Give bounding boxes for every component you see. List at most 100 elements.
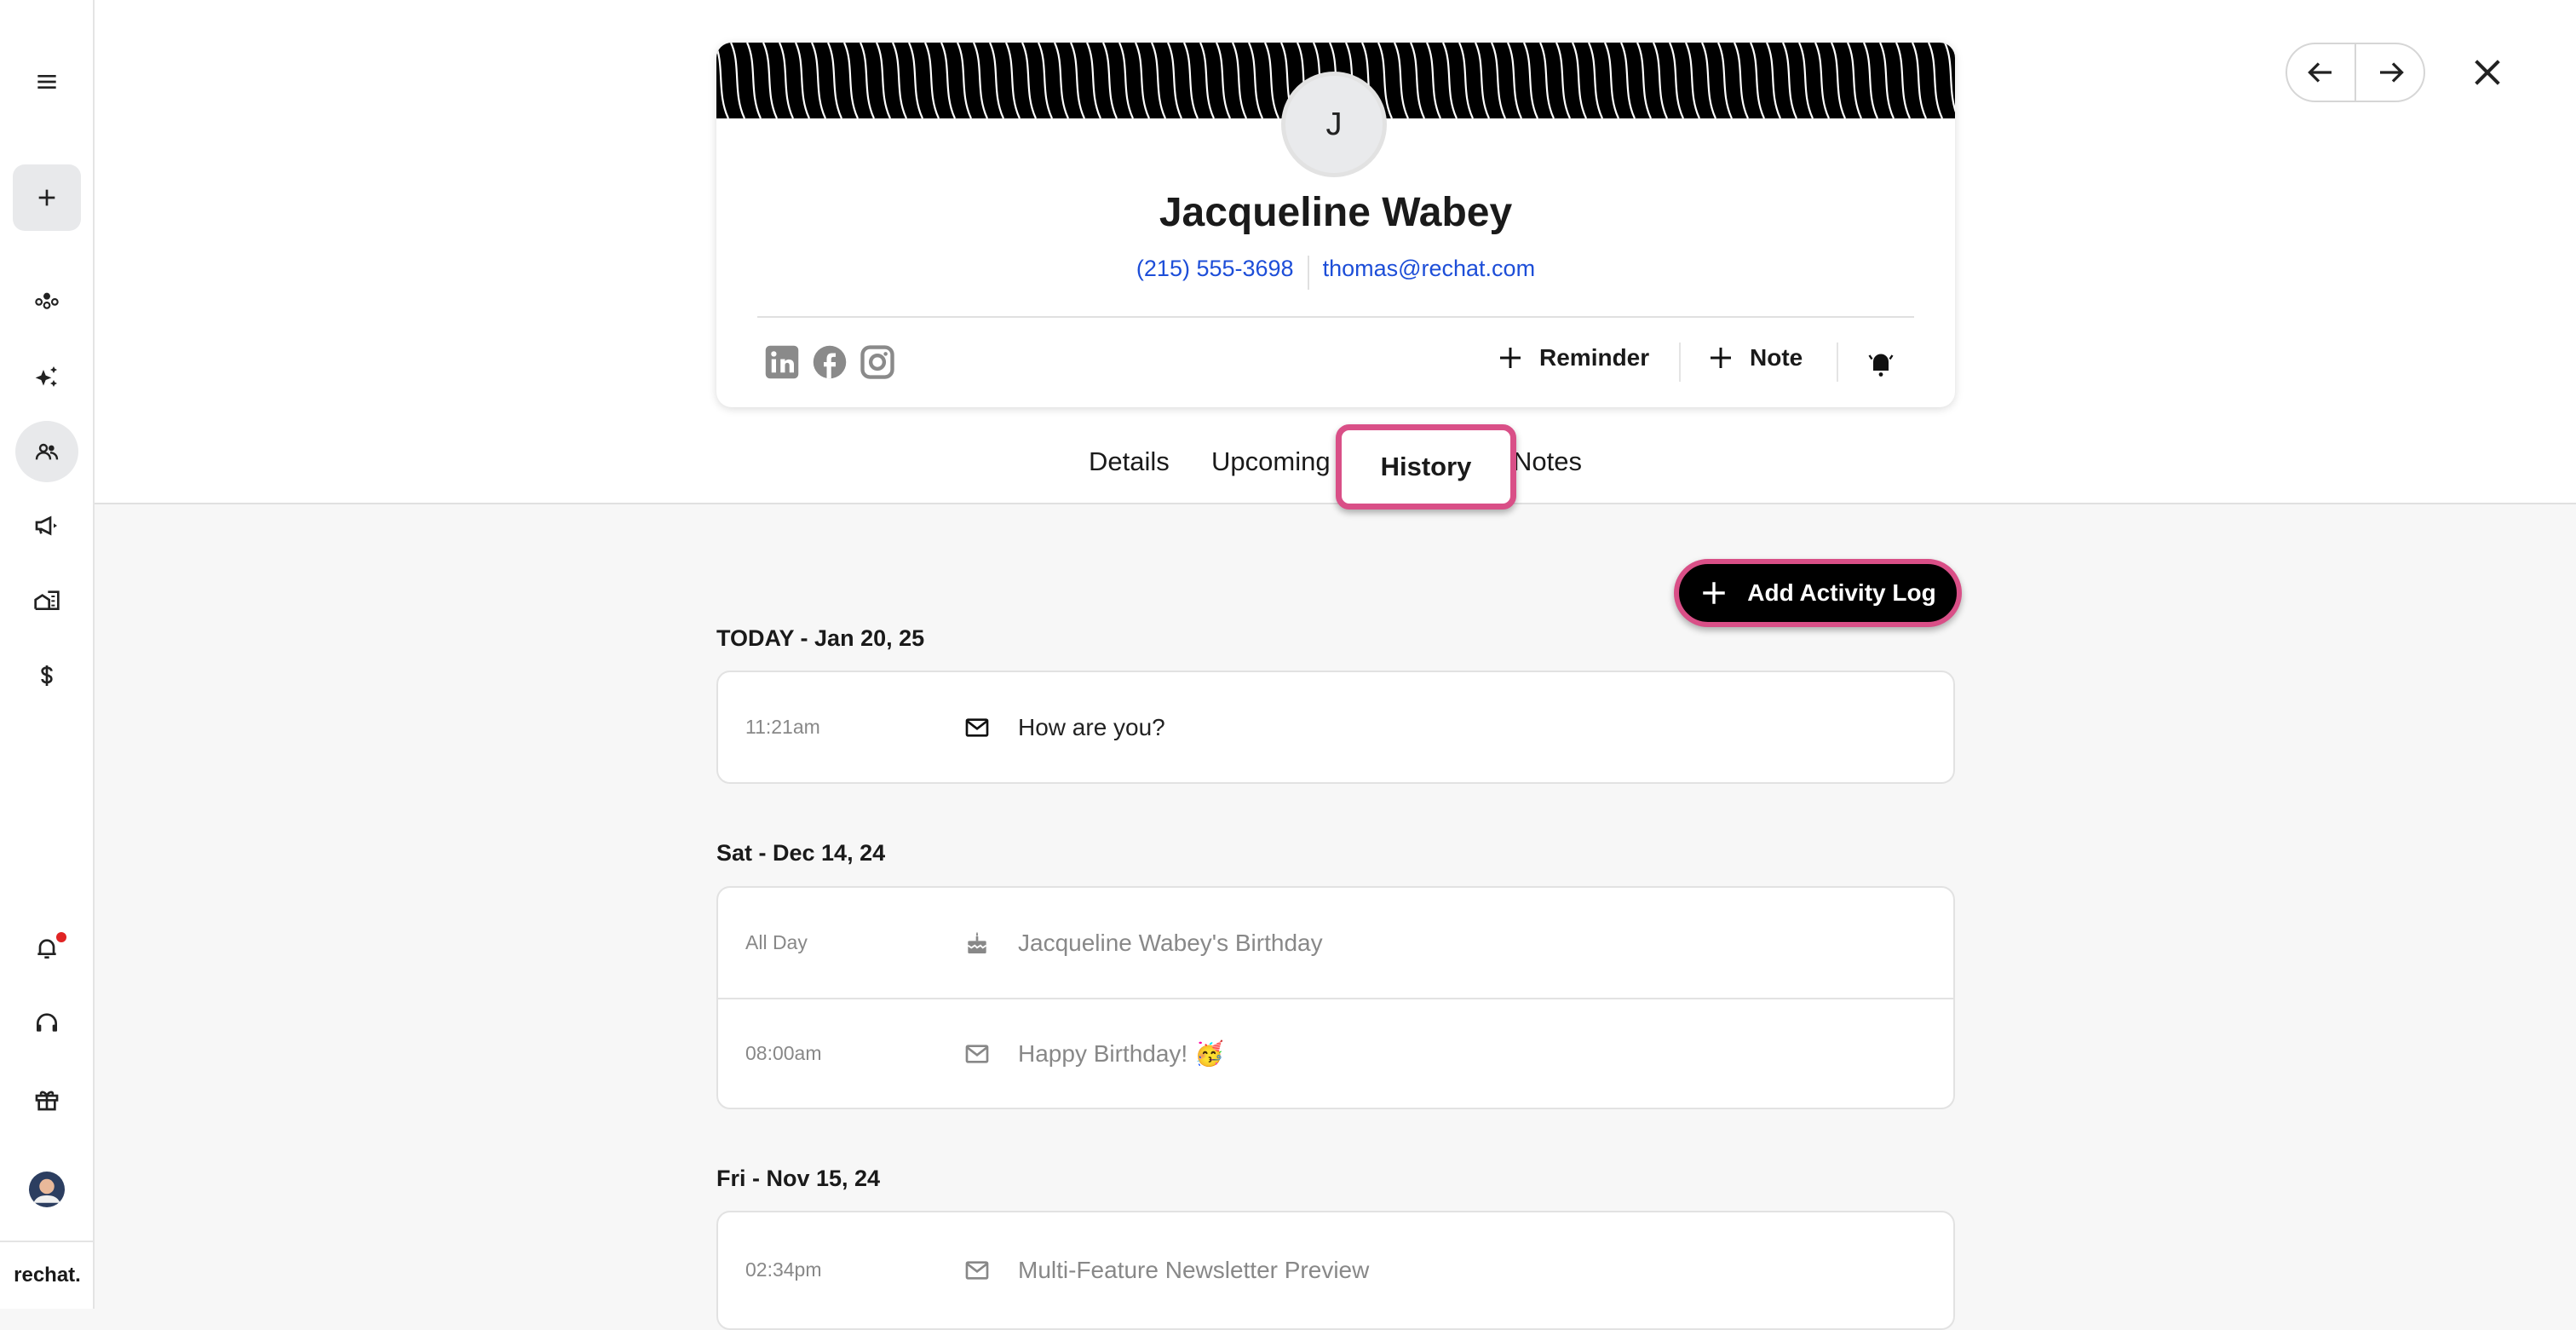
date-header: Sat - Dec 14, 24 xyxy=(716,840,886,866)
banner-line xyxy=(1086,43,1101,118)
tab-history[interactable]: History xyxy=(1336,424,1516,510)
mail-icon xyxy=(965,1044,989,1063)
banner-line xyxy=(876,43,891,118)
banner-line xyxy=(1750,43,1765,118)
arrow-right-icon xyxy=(2379,62,2404,83)
bell-icon xyxy=(37,939,56,959)
history-item[interactable]: 02:34pm Multi-Feature Newsletter Preview xyxy=(718,1215,1953,1325)
banner-line xyxy=(1717,43,1733,118)
banner-line xyxy=(908,43,923,118)
arrow-left-icon xyxy=(2307,62,2332,83)
item-time: 11:21am xyxy=(745,716,820,738)
banner-line xyxy=(1782,43,1797,118)
banner-line xyxy=(1734,43,1749,118)
banner-line xyxy=(1102,43,1118,118)
banner-line xyxy=(1426,43,1441,118)
item-title: Multi-Feature Newsletter Preview xyxy=(1018,1256,1370,1283)
add-activity-label: Add Activity Log xyxy=(1747,579,1936,606)
cake-icon xyxy=(967,931,987,953)
banner-line xyxy=(1005,43,1021,118)
avatar[interactable]: J xyxy=(1281,72,1387,177)
sparkle-icon[interactable] xyxy=(17,347,77,406)
banner-line xyxy=(1199,43,1215,118)
banner-line xyxy=(795,43,810,118)
add-note-button[interactable]: Note xyxy=(1707,344,1803,371)
item-time: 02:34pm xyxy=(745,1258,822,1281)
add-activity-log-button[interactable]: Add Activity Log xyxy=(1674,559,1962,627)
instagram-icon[interactable] xyxy=(860,344,895,380)
banner-line xyxy=(1555,43,1571,118)
plus-icon xyxy=(1703,582,1726,604)
banner-line xyxy=(1895,43,1911,118)
previous-button[interactable] xyxy=(2287,44,2355,101)
banner-line xyxy=(1410,43,1425,118)
note-label: Note xyxy=(1750,344,1803,371)
date-header: Fri - Nov 15, 24 xyxy=(716,1166,881,1191)
gift-icon[interactable] xyxy=(17,1069,77,1129)
linkedin-icon[interactable] xyxy=(764,344,800,380)
dashboard-icon[interactable] xyxy=(17,271,77,331)
banner-line xyxy=(973,43,988,118)
banner-line xyxy=(1442,43,1458,118)
banner-line xyxy=(1798,43,1814,118)
banner-line xyxy=(1604,43,1619,118)
sidebar: rechat. xyxy=(0,0,95,1309)
divider xyxy=(1679,343,1681,382)
banner-line xyxy=(860,43,875,118)
phone-link[interactable]: (215) 555-3698 xyxy=(1136,256,1294,281)
close-icon[interactable] xyxy=(2470,55,2504,89)
tab-notes[interactable]: Notes xyxy=(1513,446,1582,476)
banner-line xyxy=(811,43,826,118)
banner-line xyxy=(1232,43,1247,118)
contact-name: Jacqueline Wabey xyxy=(1159,190,1513,235)
contacts-nav-item[interactable] xyxy=(15,421,78,482)
banner-line xyxy=(1167,43,1182,118)
banner-line xyxy=(1636,43,1652,118)
banner-line xyxy=(957,43,972,118)
history-item[interactable]: 08:00am Happy Birthday! 🥳 xyxy=(718,998,1953,1108)
next-button[interactable] xyxy=(2355,44,2424,101)
banner-line xyxy=(1054,43,1069,118)
history-group: All Day Jacqueline Wabey's Birthday 08:0… xyxy=(716,886,1955,1109)
banner-line xyxy=(1151,43,1166,118)
facebook-icon[interactable] xyxy=(812,344,848,380)
record-navigation xyxy=(2286,43,2425,102)
headset-icon[interactable] xyxy=(17,993,77,1052)
banner-line xyxy=(1847,43,1862,118)
history-group: 02:34pm Multi-Feature Newsletter Preview xyxy=(716,1211,1955,1330)
tab-details[interactable]: Details xyxy=(1089,446,1170,476)
user-avatar[interactable] xyxy=(17,1160,77,1219)
banner-line xyxy=(1766,43,1781,118)
banner-line xyxy=(1491,43,1506,118)
history-item[interactable]: All Day Jacqueline Wabey's Birthday xyxy=(718,888,1953,998)
megaphone-icon[interactable] xyxy=(17,496,77,556)
add-reminder-button[interactable]: Reminder xyxy=(1497,344,1649,371)
dollar-icon[interactable] xyxy=(17,646,77,705)
plus-icon xyxy=(1500,348,1521,368)
banner-line xyxy=(1539,43,1555,118)
create-button[interactable] xyxy=(13,164,81,231)
history-item[interactable]: 11:21am How are you? xyxy=(718,672,1953,782)
tab-upcoming[interactable]: Upcoming xyxy=(1211,446,1331,476)
history-group: 11:21am How are you? xyxy=(716,671,1955,784)
rechat-logo: rechat. xyxy=(0,1241,95,1309)
menu-icon[interactable] xyxy=(17,52,77,112)
banner-line xyxy=(940,43,956,118)
date-header: TODAY - Jan 20, 25 xyxy=(716,625,925,651)
notifications-button[interactable] xyxy=(17,918,77,978)
banner-line xyxy=(892,43,907,118)
banner-line xyxy=(1879,43,1895,118)
banner-line xyxy=(843,43,859,118)
divider xyxy=(1307,256,1309,290)
email-link[interactable]: thomas@rechat.com xyxy=(1322,256,1536,281)
buildings-icon[interactable] xyxy=(17,570,77,630)
banner-line xyxy=(1118,43,1134,118)
banner-line xyxy=(1183,43,1199,118)
item-title: Jacqueline Wabey's Birthday xyxy=(1018,929,1323,956)
contact-info: (215) 555-3698 thomas@rechat.com xyxy=(716,256,1955,290)
item-time: 08:00am xyxy=(745,1042,822,1064)
banner-line xyxy=(1912,43,1927,118)
bell-alert-icon[interactable] xyxy=(1866,348,1896,378)
reminder-label: Reminder xyxy=(1539,344,1650,371)
banner-line xyxy=(746,43,762,118)
